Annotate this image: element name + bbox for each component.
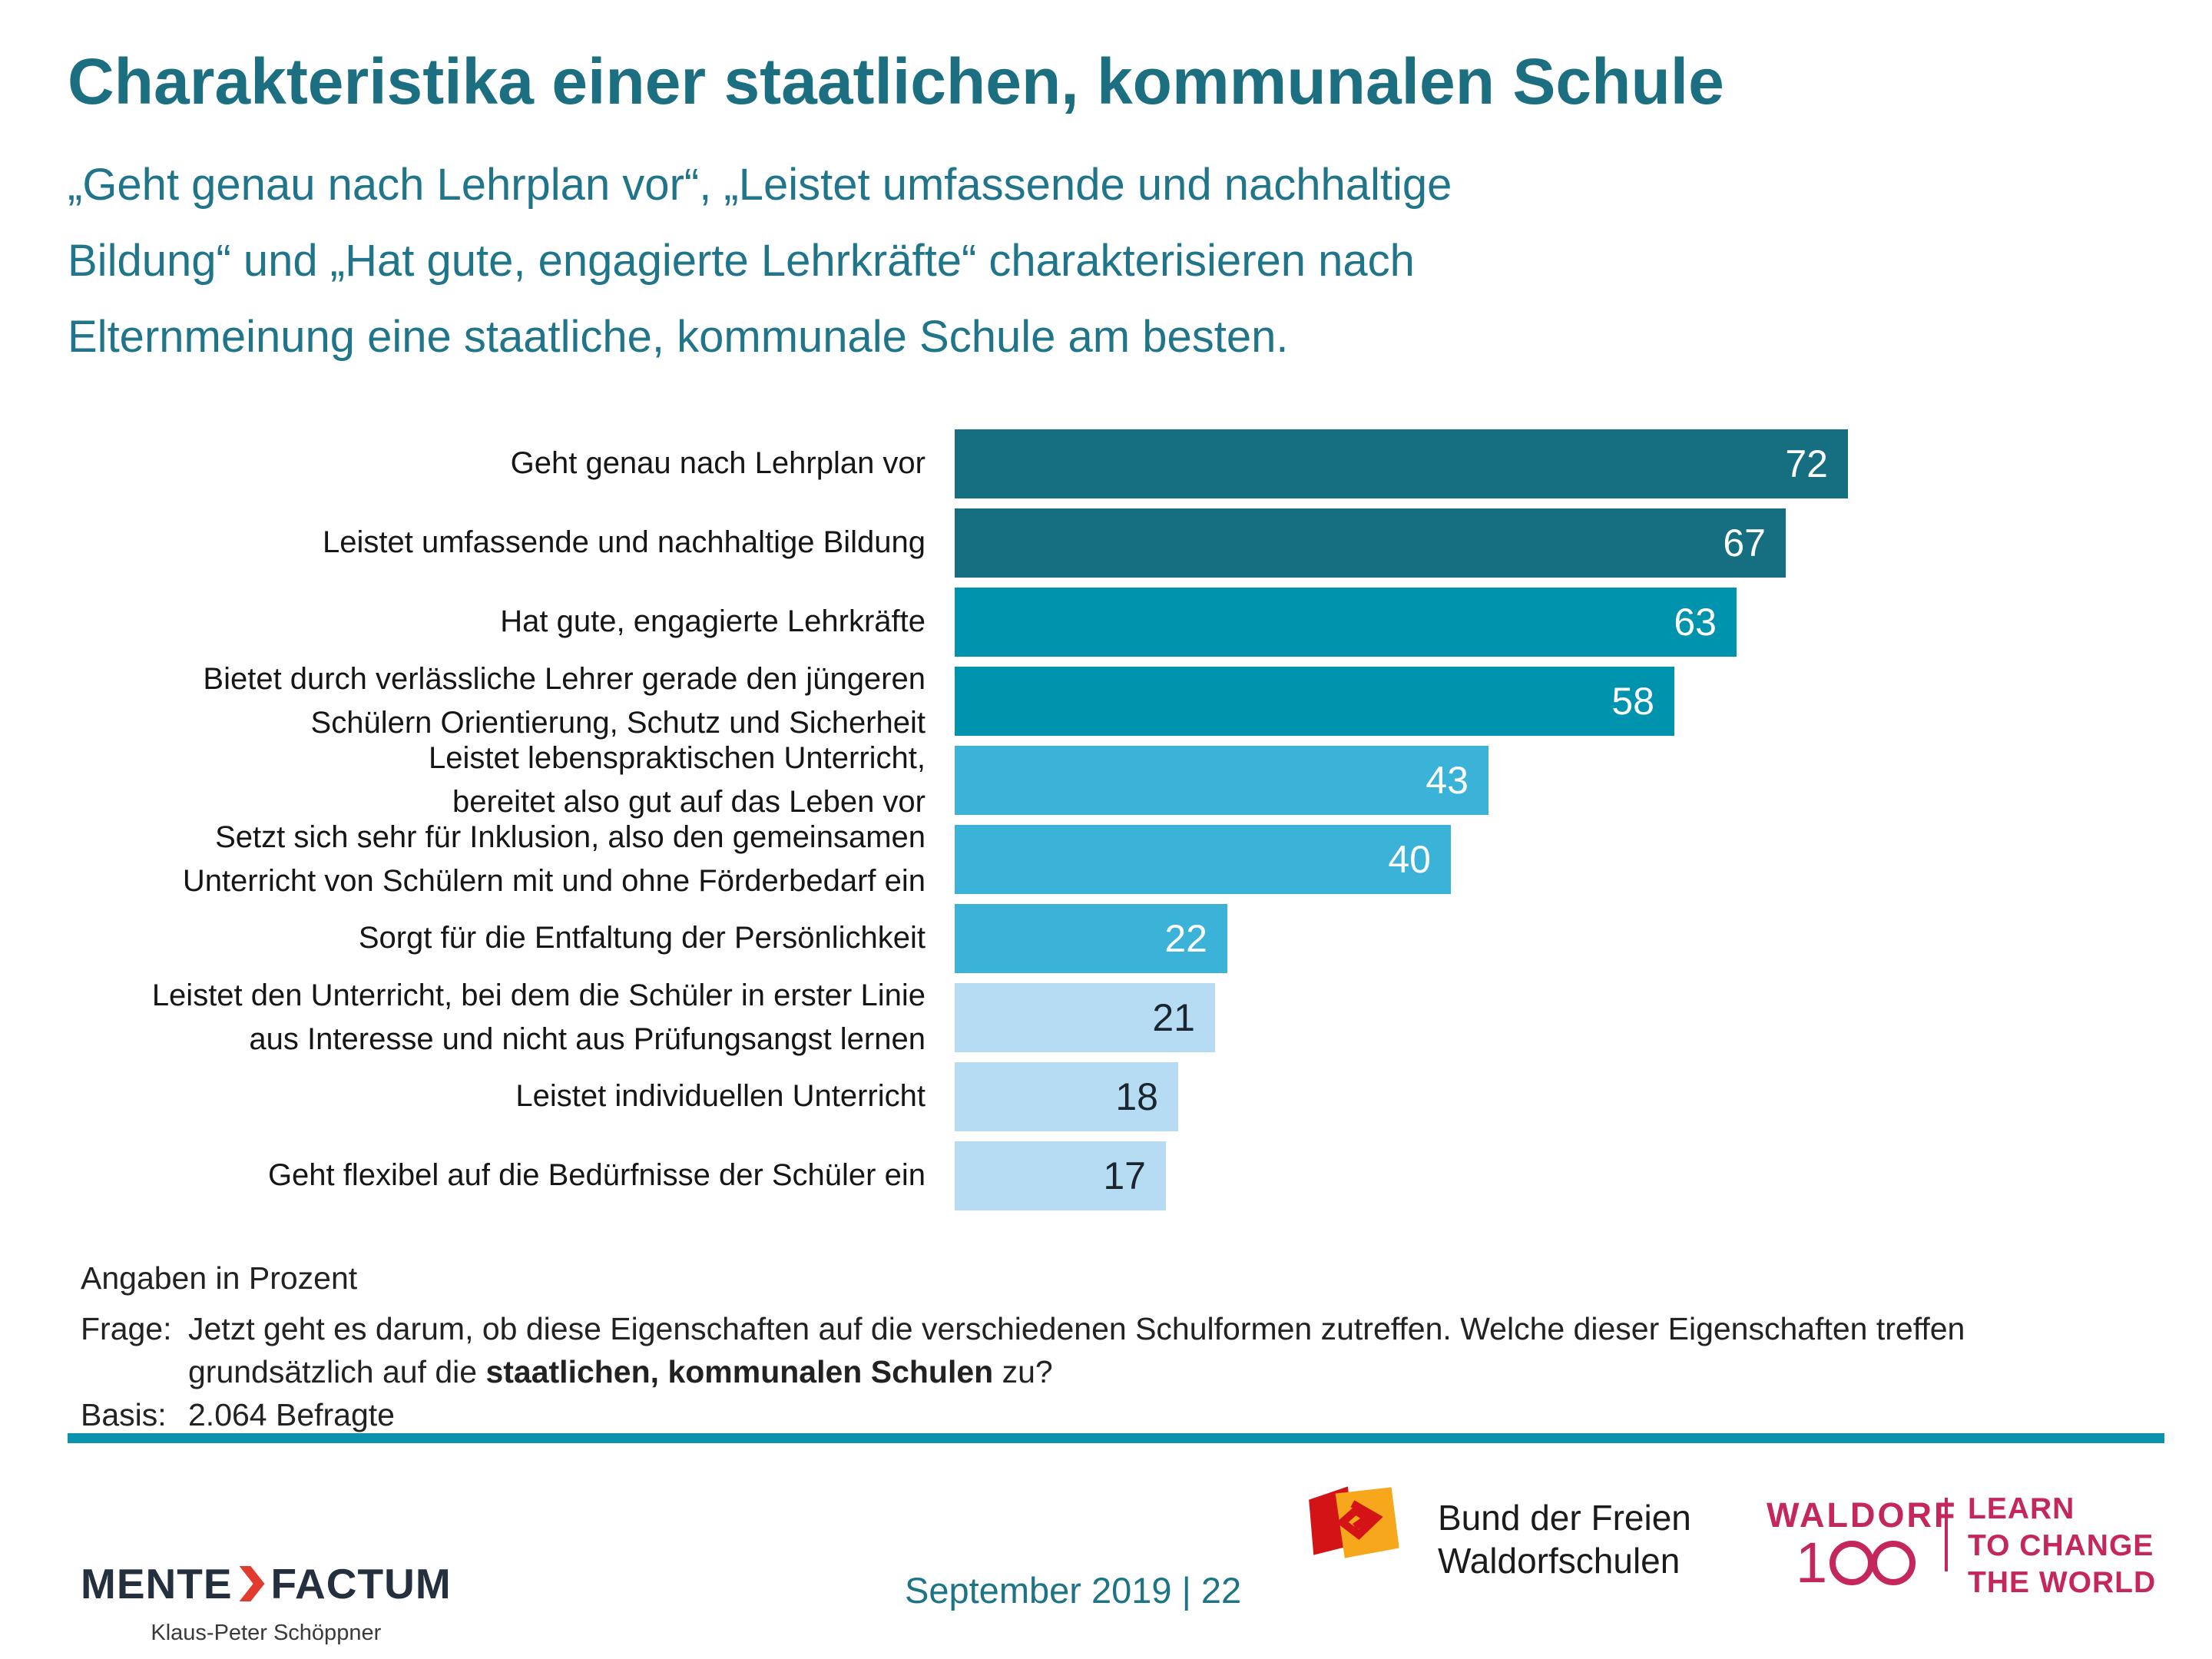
bar-value-label: 21 [1152,995,1195,1039]
brand-word-mente: MENTE [81,1560,233,1608]
units-note: Angaben in Prozent [81,1260,358,1296]
question-text-line1: Jetzt geht es darum, ob diese Eigenschaf… [188,1311,1965,1346]
chart-row: Setzt sich sehr für Inklusion, also den … [0,820,2212,899]
basis-value: 2.064 Befragte [188,1397,395,1432]
subtitle-line: „Geht genau nach Lehrplan vor“, „Leistet… [68,160,1452,210]
chart-row: Geht genau nach Lehrplan vor 72 [0,424,2212,503]
bar-category-label: Setzt sich sehr für Inklusion, also den … [182,820,926,898]
bar-value-label: 18 [1115,1075,1158,1118]
page-subtitle: „Geht genau nach Lehrplan vor“, „Leistet… [68,147,2157,375]
question-text-line2: grundsätzlich auf die staatlichen, kommu… [188,1354,1053,1389]
brand-word-factum: FACTUM [270,1560,452,1608]
footnotes: Angaben in Prozent Frage: Jetzt geht es … [81,1257,2078,1436]
bar-category-label: Bietet durch verlässliche Lehrer gerade … [203,661,926,740]
divider-rule [68,1433,2164,1443]
bar: 58 [955,666,1674,736]
bar: 21 [955,982,1215,1052]
bar-value-label: 22 [1164,916,1207,960]
subtitle-line: Bildung“ und „Hat gute, engagierte Lehrk… [68,236,1415,286]
waldorf100-number: 1 [1767,1535,1957,1591]
chart-row: Geht flexibel auf die Bedürfnisse der Sc… [0,1136,2212,1215]
bar: 18 [955,1061,1178,1131]
waldorf-bund-logo: Bund der Freien Waldorfschulen [1300,1482,1691,1582]
bar-value-label: 72 [1785,442,1828,485]
bar-value-label: 40 [1388,837,1431,881]
bar: 72 [955,429,1848,498]
bar-category-label: Leistet den Unterricht, bei dem die Schü… [151,978,926,1056]
waldorf100-word: WALDORF [1767,1495,1958,1535]
question-bold-segment: staatlichen, kommunalen Schulen [485,1354,994,1389]
bar-value-label: 17 [1103,1154,1146,1197]
bar-value-label: 67 [1723,521,1766,565]
bar-category-label: Leistet lebenspraktischen Unterricht, ber… [429,740,926,819]
date-page-number: September 2019 | 22 [905,1570,1242,1611]
bar: 63 [955,587,1737,657]
bar-value-label: 63 [1674,600,1717,644]
chart-row: Leistet lebenspraktischen Unterricht, ber… [0,740,2212,820]
bar-category-label: Sorgt für die Entfaltung der Persönlichk… [358,921,926,955]
bar-category-label: Leistet individuellen Unterricht [515,1079,926,1113]
chart-row: Hat gute, engagierte Lehrkräfte 63 [0,582,2212,661]
header: Charakteristika einer staatlichen, kommu… [68,45,2157,375]
chart-row: Leistet individuellen Unterricht 18 [0,1057,2212,1136]
subtitle-line: Elternmeinung eine staatliche, kommunale… [68,312,1289,362]
question-note: Frage: Jetzt geht es darum, ob diese Eig… [81,1307,2078,1393]
chart-row: Sorgt für die Entfaltung der Persönlichk… [0,899,2212,978]
footer-vertical-divider [1945,1498,1948,1571]
waldorf100-logo: WALDORF 1 [1767,1495,1958,1591]
brand-subtext: Klaus-Peter Schöppner [151,1621,382,1645]
page-title: Charakteristika einer staatlichen, kommu… [68,45,1724,118]
chart-row: Leistet umfassende und nachhaltige Bildu… [0,503,2212,582]
bar: 40 [955,824,1451,894]
bar: 17 [955,1141,1166,1210]
basis-note: Basis: 2.064 Befragte [81,1393,2078,1436]
chevron-right-icon [239,1566,264,1601]
bar-value-label: 43 [1426,758,1469,802]
bar-category-label: Leistet umfassende und nachhaltige Bildu… [323,525,926,559]
bar: 22 [955,903,1227,973]
chart-row: Leistet den Unterricht, bei dem die Schü… [0,978,2212,1057]
waldorf-bund-icon [1309,1486,1399,1558]
waldorf-bund-text: Bund der Freien Waldorfschulen [1438,1498,1691,1581]
bar: 67 [955,508,1786,578]
mente-factum-logo: MENTE FACTUM Klaus-Peter Schöppner [81,1559,452,1646]
bar-chart: Geht genau nach Lehrplan vor 72 Leistet um… [0,424,2212,1215]
footer: MENTE FACTUM Klaus-Peter Schöppner Septe… [0,1479,2212,1659]
waldorf-claim: LEARN TO CHANGE THE WORLD [1968,1492,2157,1599]
bar-value-label: 58 [1611,679,1654,723]
mente-factum-wordmark: MENTE FACTUM [81,1559,452,1608]
infinity-icon [1830,1541,1916,1585]
chart-row: Bietet durch verlässliche Lehrer gerade … [0,661,2212,740]
bar: 43 [955,745,1488,815]
bar-category-label: Geht genau nach Lehrplan vor [510,446,926,480]
question-text: Jetzt geht es darum, ob diese Eigenschaf… [188,1307,2078,1393]
question-label: Frage: [81,1311,172,1346]
bar-category-label: Geht flexibel auf die Bedürfnisse der Sc… [267,1158,926,1192]
bar-category-label: Hat gute, engagierte Lehrkräfte [500,604,926,638]
basis-label: Basis: [81,1397,167,1432]
